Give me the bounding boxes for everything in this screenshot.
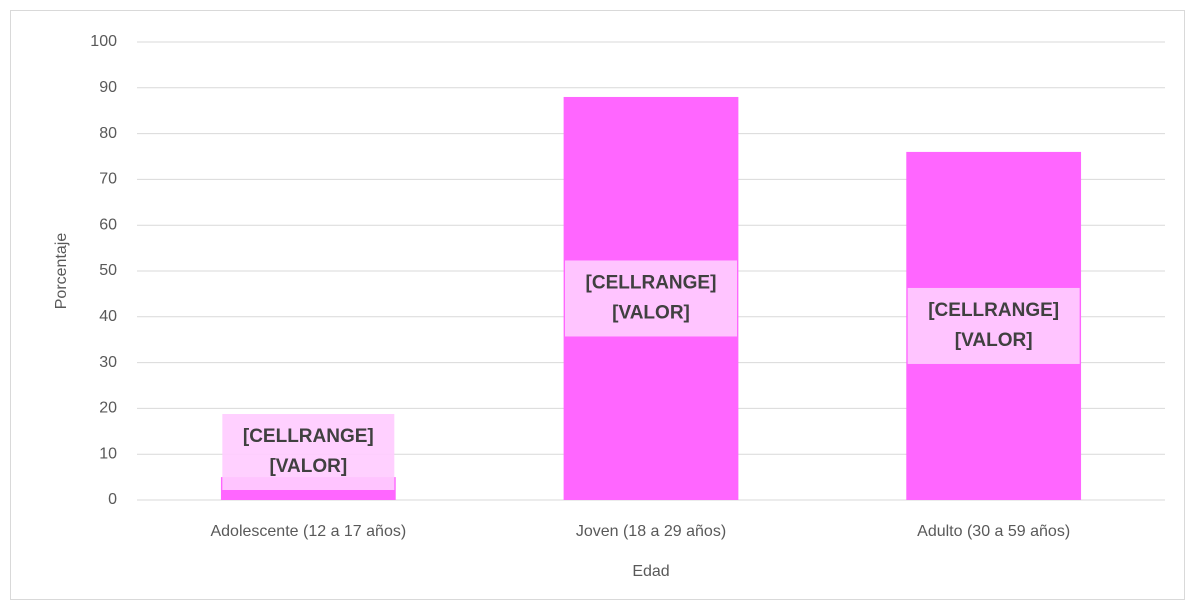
data-label-box [222, 414, 395, 490]
y-tick-label: 80 [99, 125, 117, 142]
y-tick-label: 20 [99, 400, 117, 417]
y-tick-label: 70 [99, 171, 117, 188]
data-label: [CELLRANGE] [586, 272, 717, 293]
data-label: [VALOR] [269, 456, 347, 477]
y-tick-label: 40 [99, 308, 117, 325]
data-label-box [565, 260, 737, 337]
data-label: [VALOR] [612, 302, 690, 323]
x-tick-label: Adolescente (12 a 17 años) [210, 523, 406, 540]
data-label: [VALOR] [955, 330, 1033, 351]
y-tick-label: 100 [90, 33, 117, 50]
data-label: [CELLRANGE] [243, 426, 374, 447]
y-tick-label: 50 [99, 262, 117, 279]
y-axis-label: Porcentaje [53, 233, 70, 310]
y-tick-label: 10 [99, 445, 117, 462]
data-label-box [907, 287, 1080, 364]
y-tick-label: 60 [99, 216, 117, 233]
x-tick-label: Joven (18 a 29 años) [576, 523, 726, 540]
y-tick-label: 90 [99, 79, 117, 96]
y-tick-label: 0 [108, 491, 117, 508]
x-tick-label: Adulto (30 a 59 años) [917, 523, 1070, 540]
x-axis-label: Edad [632, 563, 669, 580]
y-tick-label: 30 [99, 354, 117, 371]
data-label: [CELLRANGE] [928, 300, 1059, 321]
